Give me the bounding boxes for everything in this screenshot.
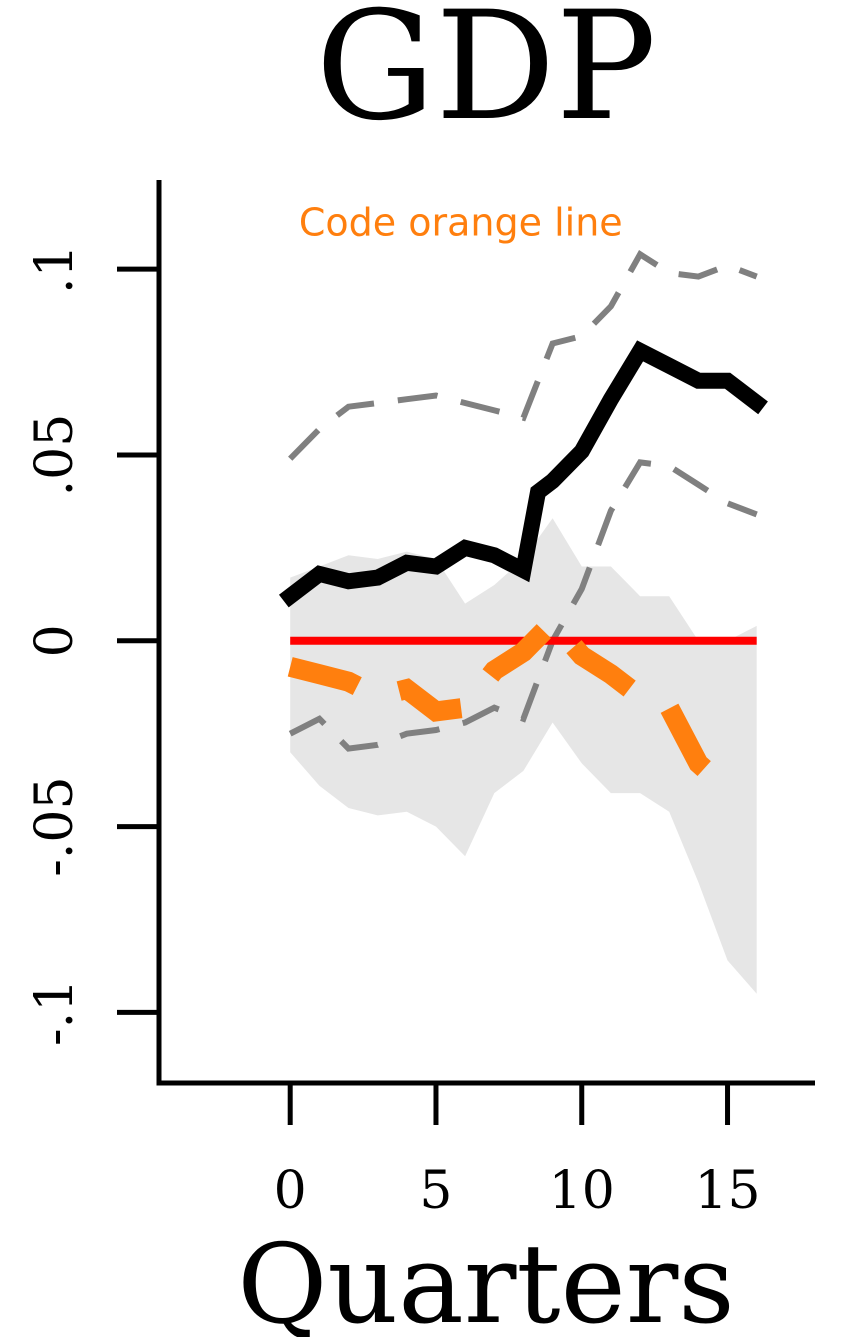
- plot-area: [278, 250, 768, 994]
- series-line-orange: [287, 607, 735, 797]
- y-tick-label-2: 0: [25, 624, 85, 657]
- y-tick-label-4: -.1: [25, 979, 85, 1046]
- series-line-gray-lower: [288, 459, 758, 752]
- x-axis-label: Quarters: [237, 1220, 735, 1337]
- x-tick-label-0: 0: [274, 1161, 307, 1221]
- y-tick-label-1: .05: [25, 414, 85, 497]
- axes: 0 5 10 15 .1 .05 0 -.05 -.1: [25, 180, 815, 1221]
- annotation-label: Code orange line: [299, 201, 623, 245]
- series-line-black: [278, 340, 768, 608]
- x-tick-label-15: 15: [694, 1161, 760, 1221]
- series-line-gray-upper: [288, 250, 758, 461]
- x-tick-label-5: 5: [419, 1161, 452, 1221]
- chart-title: GDP: [315, 0, 656, 154]
- y-tick-label-0: .1: [25, 244, 85, 294]
- y-tick-label-3: -.05: [25, 776, 85, 876]
- x-tick-label-10: 10: [549, 1161, 615, 1221]
